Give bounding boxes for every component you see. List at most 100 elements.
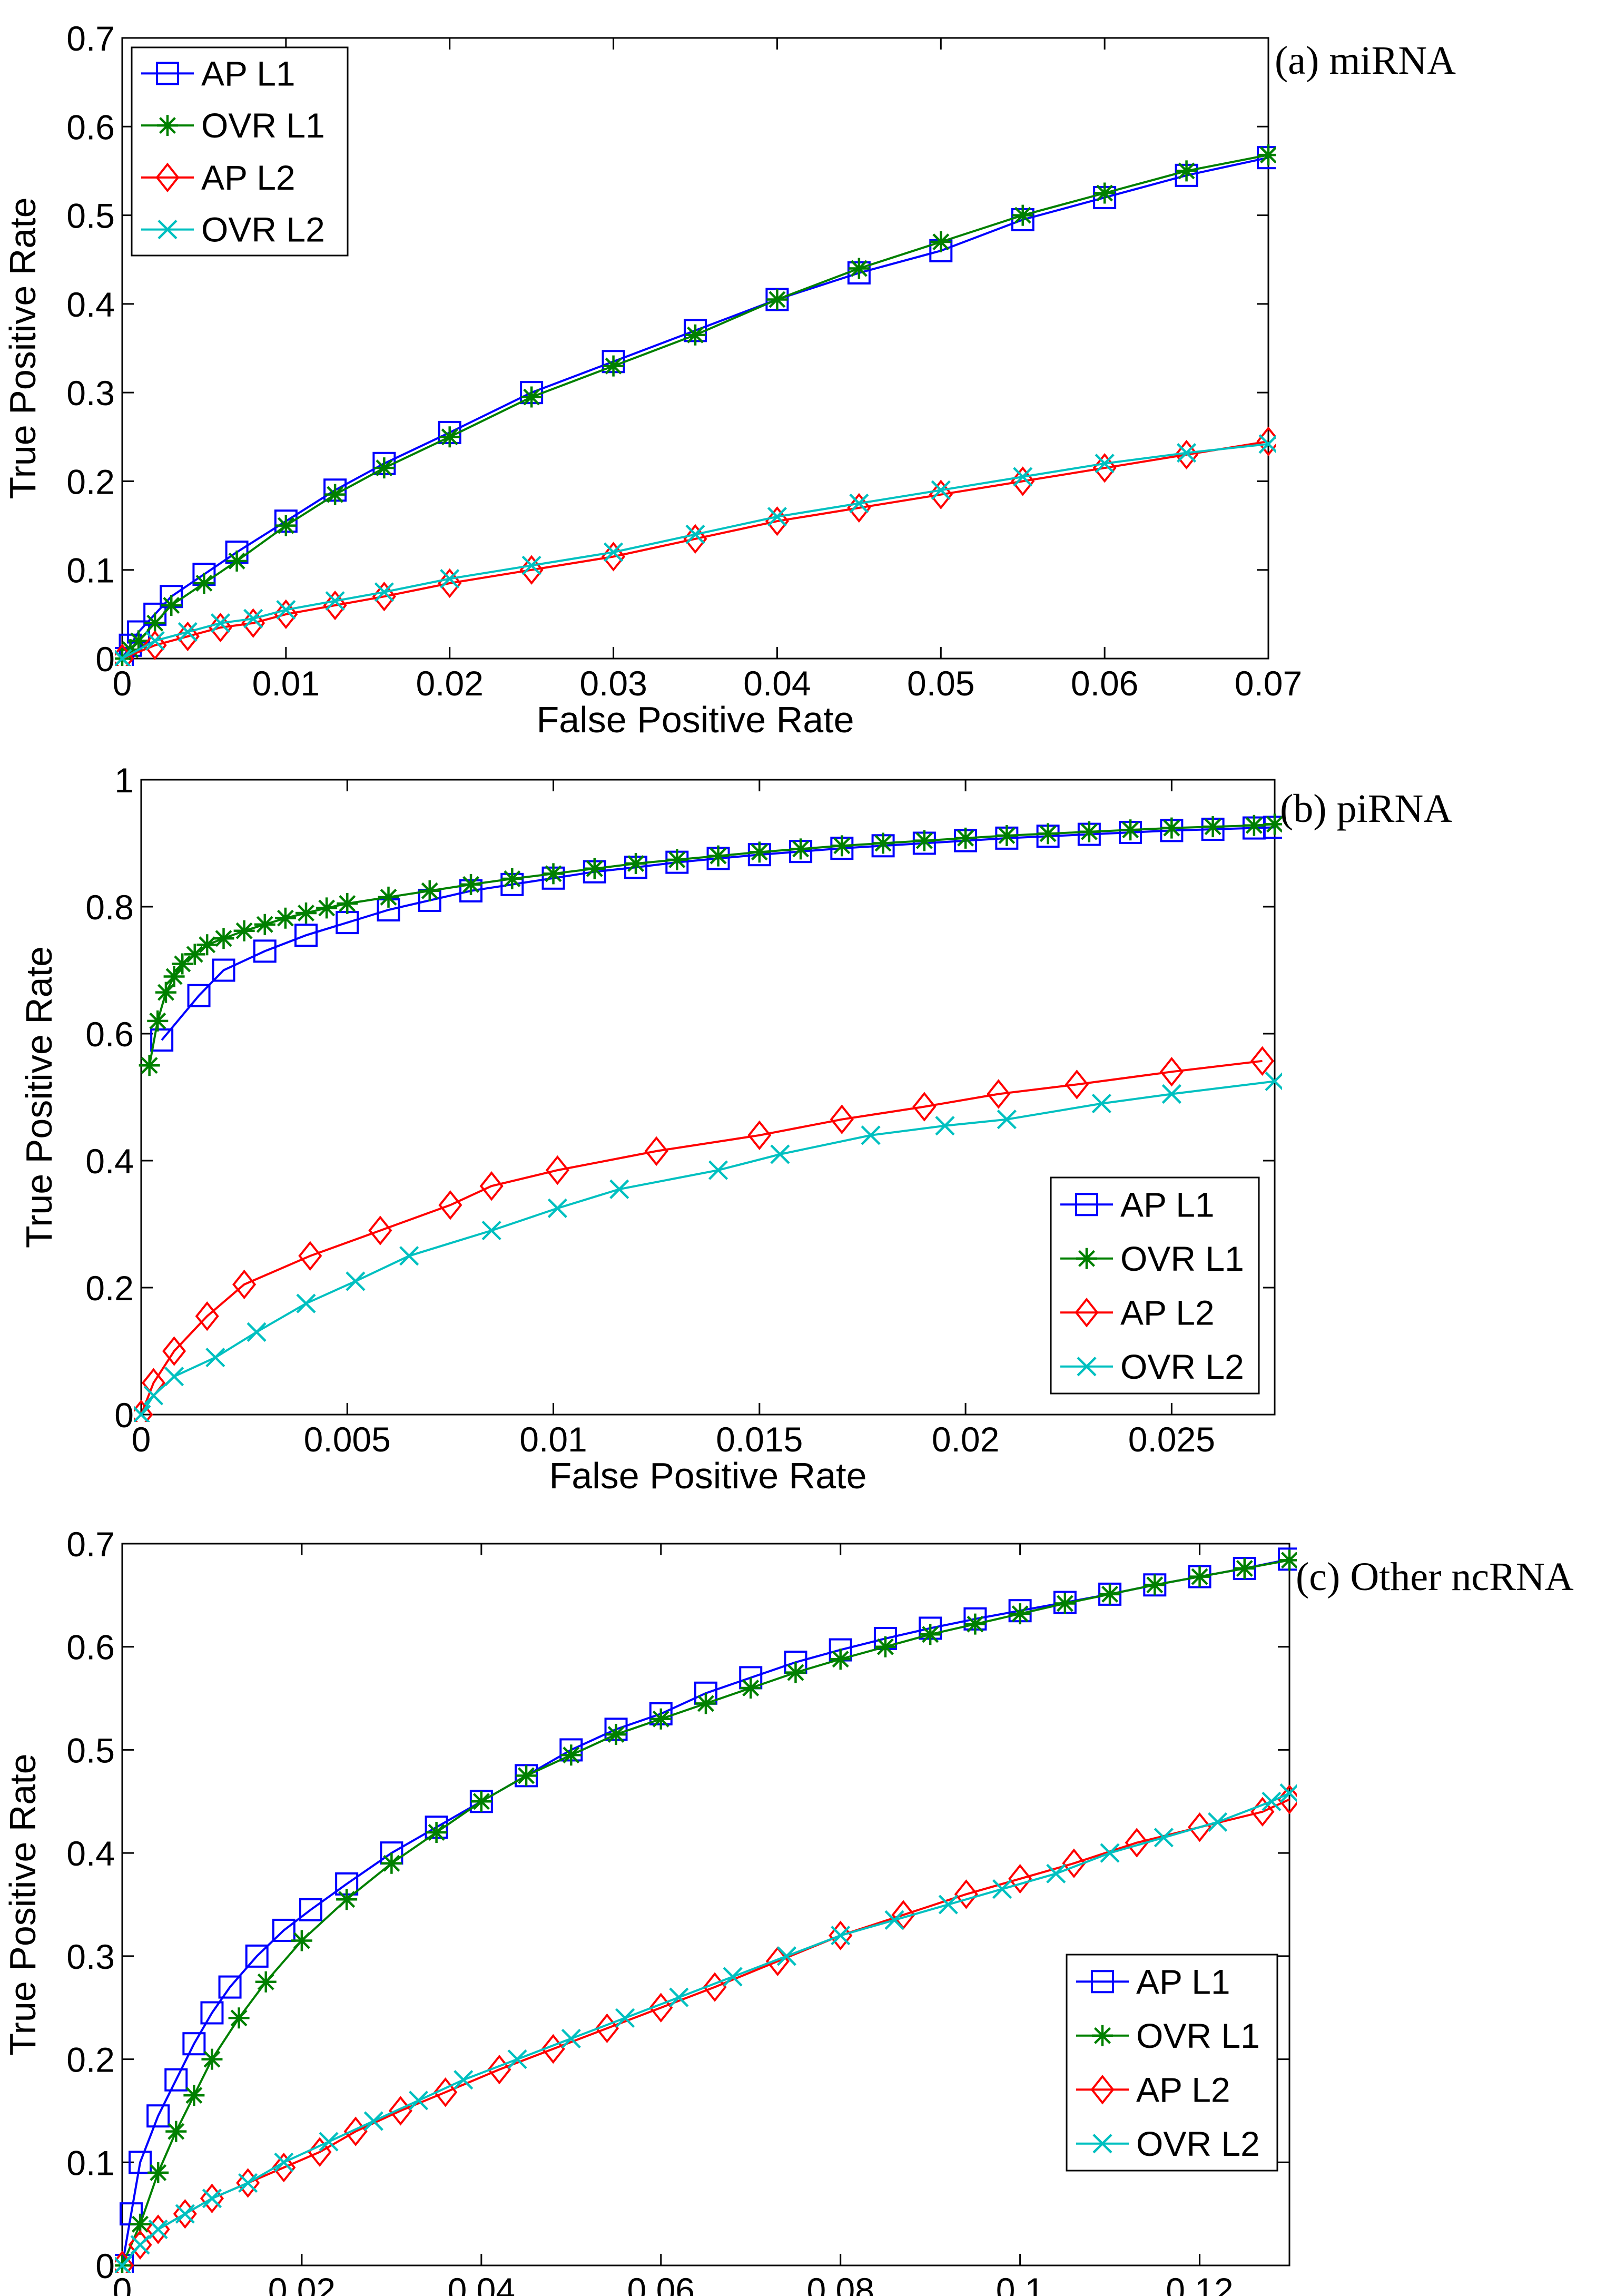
panel-0: 0 0.01 0.02 0.03 0.04 0.05 0.06 0.07 0 0.1 0.2 0.3 0… <box>2 19 1456 740</box>
x-tick-label: 0.04 <box>448 2271 515 2296</box>
data-point-ovr-l2 <box>776 1946 797 1966</box>
legend-label: AP L1 <box>201 54 295 93</box>
legend-label: AP L2 <box>1120 1293 1215 1332</box>
data-point-ovr-l2 <box>1100 1843 1120 1863</box>
data-point-ap-l2 <box>1065 1069 1089 1100</box>
data-point-ovr-l2 <box>669 1987 689 2007</box>
data-point-ap-l2 <box>644 1136 668 1166</box>
legend-marker <box>1091 1970 1114 1994</box>
x-tick-label: 0.025 <box>1128 1420 1215 1459</box>
data-point-ovr-l2 <box>547 1198 567 1218</box>
data-point-ovr-l2 <box>1013 467 1033 487</box>
data-point-ovr-l2 <box>164 1367 184 1387</box>
x-tick-label: 0 <box>132 1420 151 1459</box>
y-tick-label: 0.8 <box>85 888 134 927</box>
data-point-ovr-l1 <box>1012 204 1033 226</box>
data-point-ovr-l1 <box>790 838 812 860</box>
data-point-ovr-l1 <box>516 1765 537 1787</box>
x-tick-label: 0.015 <box>716 1420 803 1459</box>
data-point-ovr-l1 <box>213 928 234 949</box>
y-axis-label: True Positive Rate <box>2 1753 43 2055</box>
legend-marker <box>1076 1248 1097 1269</box>
data-point-ovr-l2 <box>507 2049 527 2069</box>
y-tick-label: 0.7 <box>66 1525 115 1564</box>
x-tick-label: 0.01 <box>519 1420 587 1459</box>
y-tick-label: 0.3 <box>66 1937 115 1976</box>
data-point-ovr-l1 <box>543 863 564 885</box>
data-point-ovr-l2 <box>884 1910 904 1930</box>
x-tick-label: 0 <box>113 664 132 703</box>
data-point-ap-l1 <box>272 1918 295 1942</box>
data-point-ovr-l2 <box>861 1125 881 1145</box>
data-point-ovr-l1 <box>460 874 482 895</box>
data-point-ap-l2 <box>519 555 544 585</box>
data-point-ovr-l1 <box>964 1613 986 1635</box>
data-point-ap-l2 <box>703 1972 727 2002</box>
x-tick-label: 0 <box>113 2271 132 2296</box>
data-point-ovr-l1 <box>748 841 770 863</box>
legend-label: AP L2 <box>1136 2070 1230 2109</box>
data-point-ap-l2 <box>438 1190 462 1220</box>
data-point-ovr-l2 <box>770 1144 790 1164</box>
y-tick-label: 0.5 <box>66 1731 115 1770</box>
x-tick-label: 0.04 <box>743 664 811 703</box>
data-point-ap-l2 <box>747 1120 772 1151</box>
data-point-ovr-l2 <box>210 613 231 633</box>
x-tick-label: 0.06 <box>1071 664 1138 703</box>
data-point-ovr-l2 <box>178 622 198 642</box>
data-point-ap-l1 <box>294 924 318 947</box>
plot-frame <box>121 1543 1290 2266</box>
legend-label: OVR L1 <box>1120 1239 1244 1278</box>
y-tick-label: 0.1 <box>66 551 115 590</box>
data-point-ovr-l2 <box>723 1967 743 1987</box>
x-tick-label: 0.1 <box>996 2271 1045 2296</box>
data-point-ovr-l1 <box>196 934 218 956</box>
data-point-ovr-l1 <box>740 1677 762 1699</box>
data-point-ovr-l2 <box>1176 443 1197 463</box>
data-point-ovr-l2 <box>134 1405 151 1422</box>
y-tick-label: 0.1 <box>66 2143 115 2182</box>
data-point-ap-l2 <box>200 2183 224 2213</box>
legend-label: OVR L1 <box>201 106 325 145</box>
data-point-ap-l1 <box>187 984 211 1007</box>
data-point-ovr-l2 <box>938 1895 958 1915</box>
series-line-ap-l2 <box>122 440 1269 660</box>
data-point-ap-l2 <box>847 493 871 523</box>
data-point-ovr-l1 <box>183 2085 205 2106</box>
data-point-ap-l2 <box>954 1879 978 1909</box>
data-point-ap-l2 <box>175 621 200 652</box>
data-point-ovr-l2 <box>454 2070 474 2090</box>
x-tick-label: 0.08 <box>806 2271 874 2296</box>
data-point-ovr-l1 <box>874 1636 896 1657</box>
y-tick-label: 0.7 <box>66 19 115 58</box>
data-point-ovr-l2 <box>603 542 624 562</box>
data-point-ovr-l2 <box>243 609 263 629</box>
data-point-ovr-l1 <box>128 630 150 652</box>
data-point-ovr-l1 <box>666 849 688 870</box>
data-point-ovr-l2 <box>935 1116 955 1136</box>
data-point-ovr-l1 <box>848 258 870 279</box>
data-point-ap-l2 <box>372 581 396 612</box>
data-point-ovr-l1 <box>1009 1603 1031 1625</box>
y-tick-label: 0.4 <box>66 285 115 324</box>
x-tick-label: 0.03 <box>579 664 647 703</box>
data-point-ovr-l1 <box>603 355 624 377</box>
data-point-ovr-l2 <box>274 2152 294 2172</box>
legend-box <box>1050 1176 1260 1395</box>
legend-marker <box>157 115 178 136</box>
legend: AP L1 OVR L1 AP L2 OVR L2 <box>131 46 349 257</box>
data-point-ovr-l2 <box>997 1110 1017 1130</box>
data-point-ap-l2 <box>1159 1057 1184 1087</box>
data-point-ap-l2 <box>1250 1046 1275 1076</box>
data-point-ap-l2 <box>829 1920 853 1950</box>
data-point-ovr-l1 <box>707 845 729 867</box>
legend-marker <box>1092 2025 1113 2046</box>
data-point-ap-l2 <box>602 542 626 572</box>
data-point-ovr-l1 <box>161 595 182 616</box>
data-point-ovr-l1 <box>163 966 185 987</box>
y-tick-label: 0 <box>95 640 115 679</box>
data-point-ovr-l1 <box>1243 815 1265 836</box>
data-point-ovr-l2 <box>325 591 345 611</box>
legend-marker <box>156 62 179 85</box>
